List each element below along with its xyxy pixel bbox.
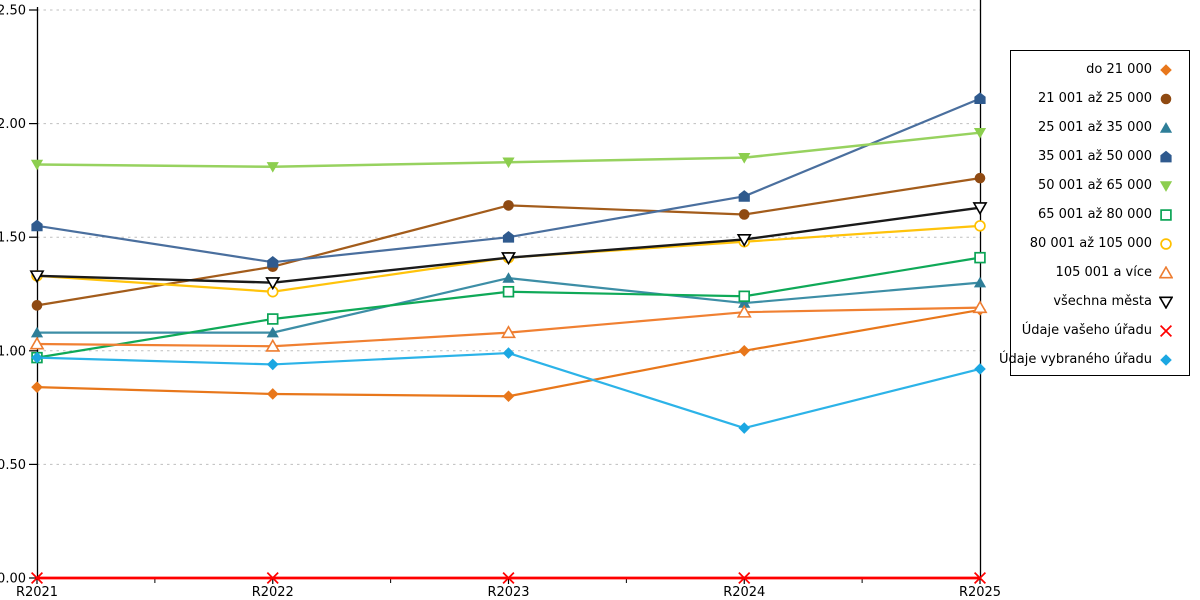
- series-v-echna-m-sta: [29, 202, 988, 291]
- y-tick-label: 2.50: [0, 4, 26, 19]
- series-daje-va-eho-adu: [30, 571, 987, 585]
- y-tick-label: 0.00: [0, 572, 26, 587]
- legend-label: 21 001 až 25 000: [1037, 91, 1152, 106]
- legend-label: 50 001 až 65 000: [1037, 178, 1152, 193]
- marker-triangle-up-icon: [1159, 121, 1173, 133]
- x-tick-label: R2025: [959, 585, 1001, 600]
- legend-item: 50 001 až 65 000: [1011, 171, 1189, 200]
- y-tick-label: 2.00: [0, 117, 26, 132]
- marker-diamond-icon: [1160, 63, 1172, 76]
- x-tick-label: R2023: [487, 585, 529, 600]
- legend-item: 35 001 až 50 000: [1011, 142, 1189, 171]
- marker-square-open-icon: [1160, 208, 1172, 221]
- marker-x-open-icon: [1159, 324, 1173, 337]
- series-35-001-a-50-000: [31, 92, 986, 268]
- x-tick-label: R2022: [252, 585, 294, 600]
- legend-label: Údaje vybraného úřadu: [998, 352, 1152, 367]
- legend-label: do 21 000: [1086, 62, 1152, 77]
- y-tick-label: 0.50: [0, 458, 26, 473]
- x-tick-label: R2024: [723, 585, 765, 600]
- legend-label: 105 001 a více: [1055, 265, 1152, 280]
- legend-item: do 21 000: [1011, 55, 1189, 84]
- legend-label: 80 001 až 105 000: [1029, 236, 1152, 251]
- legend-item: 80 001 až 105 000: [1011, 229, 1189, 258]
- y-tick-label: 1.50: [0, 231, 26, 246]
- series-line-v-echna-m-sta: [36, 206, 981, 284]
- chart-legend: do 21 000 21 001 až 25 000 25 001 až 35 00…: [999, 50, 1190, 376]
- x-tick-label: R2021: [16, 585, 58, 600]
- legend-item: 105 001 a více: [1011, 258, 1189, 287]
- marker-circle-icon: [1160, 93, 1172, 104]
- legend-item: Údaje vybraného úřadu: [999, 345, 1189, 374]
- legend-label: 35 001 až 50 000: [1037, 149, 1152, 164]
- series-105-001-a-v-ce: [29, 300, 988, 352]
- legend-item: 21 001 až 25 000: [1011, 84, 1189, 113]
- y-tick-label: 1.00: [0, 344, 26, 359]
- marker-diamond-icon: [1160, 353, 1172, 366]
- legend-label: všechna města: [1053, 294, 1152, 309]
- legend-label: 25 001 až 35 000: [1037, 120, 1152, 135]
- marker-pentagon-icon: [1160, 150, 1172, 162]
- legend-item: všechna města: [1011, 287, 1189, 316]
- marker-circle-open-icon: [1160, 237, 1172, 250]
- legend-item: Údaje vašeho úřadu: [1011, 316, 1189, 345]
- series-daje-vybran-ho-adu: [31, 347, 986, 434]
- series-do-21-000: [31, 304, 986, 403]
- marker-triangle-down-open-icon: [1159, 296, 1173, 309]
- legend-item: 65 001 až 80 000: [1011, 200, 1189, 229]
- legend-item: 25 001 až 35 000: [1011, 113, 1189, 142]
- legend-label: 65 001 až 80 000: [1037, 207, 1152, 222]
- marker-triangle-down-icon: [1159, 180, 1173, 192]
- series-50-001-a-65-000: [30, 127, 987, 173]
- marker-triangle-up-open-icon: [1159, 265, 1173, 278]
- legend-label: Údaje vašeho úřadu: [1021, 323, 1152, 338]
